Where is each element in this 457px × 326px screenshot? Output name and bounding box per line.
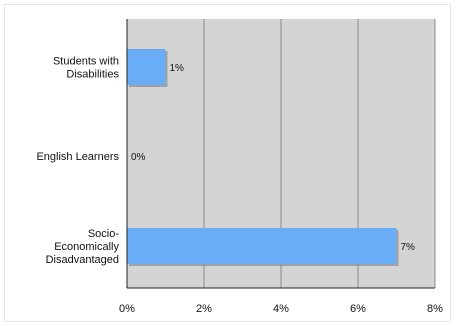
data-labels: 1% 0% 7% [131,63,415,253]
category-labels: Students with Disabilities English Learner… [36,56,119,267]
chart-frame [4,4,451,322]
data-label: 0% [131,152,146,163]
x-tick-label: 2% [196,303,212,315]
x-tick-labels: 0% 2% 4% 6% 8% [119,303,443,315]
bars [127,49,399,266]
x-tick-label: 4% [273,303,289,315]
bar [127,49,166,85]
x-tick-label: 0% [119,303,135,315]
category-label: English Learners [36,151,119,163]
data-label: 1% [170,63,185,74]
category-label: Students with Disabilities [53,56,120,81]
bar [127,228,397,264]
x-tick-label: 8% [427,303,443,315]
category-label: Socio-Economically Disadvantaged [46,228,120,266]
x-tick-label: 6% [350,303,366,315]
data-label: 7% [401,242,416,253]
axes [126,19,435,289]
